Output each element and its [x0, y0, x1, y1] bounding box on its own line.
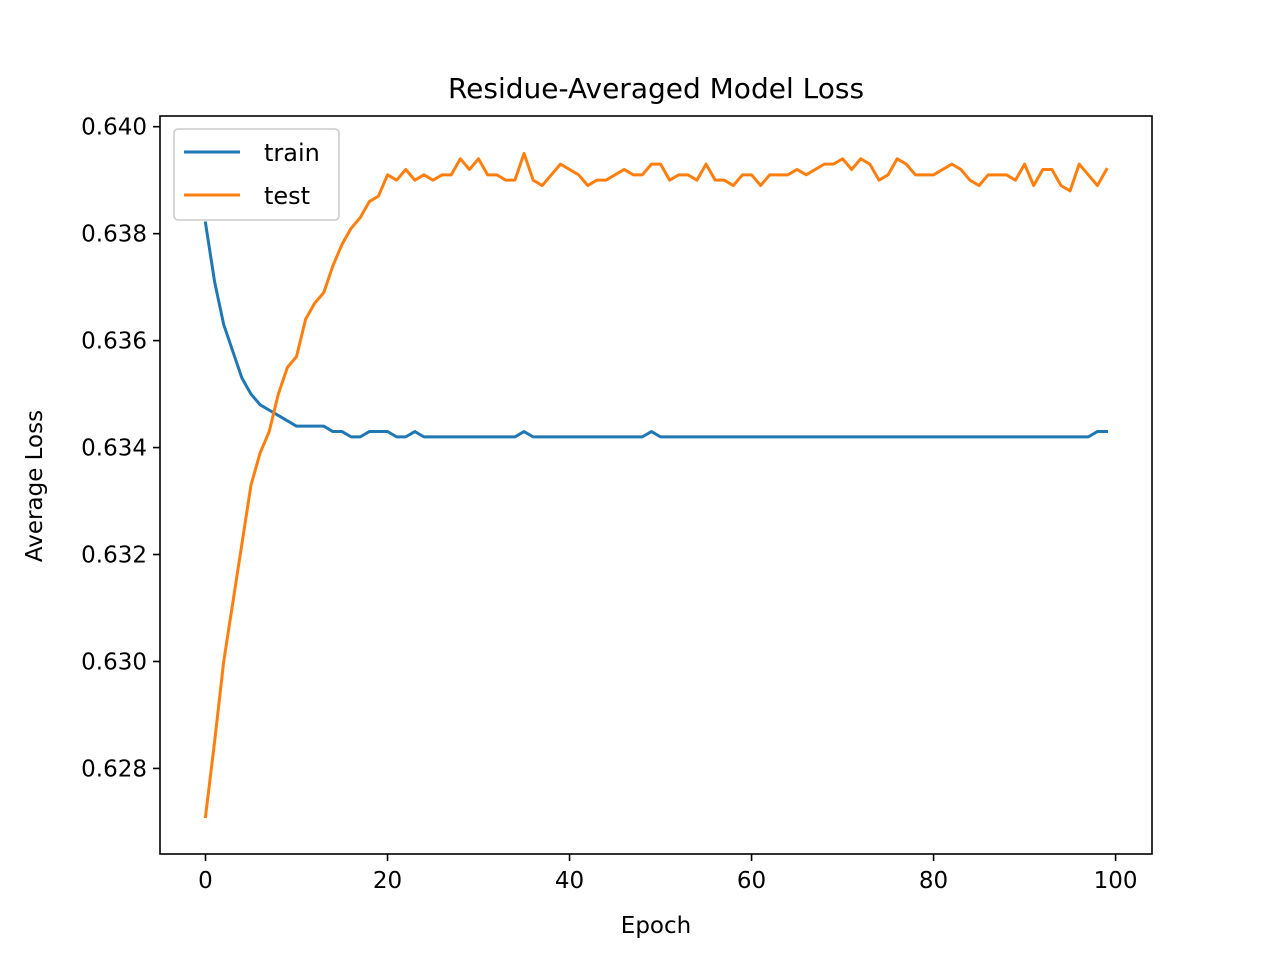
- y-axis-label: Average Loss: [22, 410, 48, 562]
- x-tick-label: 40: [555, 868, 584, 894]
- x-tick-label: 80: [919, 868, 948, 894]
- series-line-test: [203, 151, 1109, 819]
- y-tick-label: 0.638: [81, 222, 147, 248]
- series-line-train: [203, 221, 1108, 439]
- x-axis: 0 20 40 60 80 100: [198, 854, 1138, 894]
- legend-label-train: train: [264, 139, 320, 167]
- legend: train test: [173, 128, 340, 221]
- x-axis-label: Epoch: [621, 913, 691, 939]
- legend-label-test: test: [264, 182, 310, 210]
- x-tick-label: 0: [198, 868, 213, 894]
- y-tick-label: 0.640: [81, 115, 147, 141]
- x-tick-label: 20: [373, 868, 402, 894]
- plot-area: [159, 115, 1153, 855]
- chart-title: Residue-Averaged Model Loss: [448, 72, 864, 105]
- y-tick-label: 0.634: [81, 436, 147, 462]
- y-tick-label: 0.636: [81, 329, 147, 355]
- y-tick-label: 0.632: [81, 543, 147, 569]
- x-tick-label: 100: [1094, 868, 1138, 894]
- y-tick-label: 0.630: [81, 649, 147, 675]
- y-tick-label: 0.628: [81, 756, 147, 782]
- axes-frame: [159, 115, 1153, 855]
- y-axis: 0.628 0.630 0.632 0.634 0.636 0.638 0.640: [81, 115, 160, 782]
- x-tick-label: 60: [737, 868, 766, 894]
